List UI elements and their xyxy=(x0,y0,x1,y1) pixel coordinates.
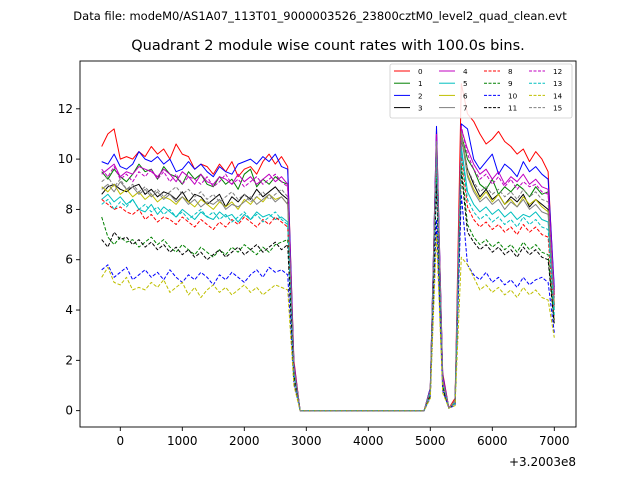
x-tick-label: 0 xyxy=(116,434,124,448)
y-tick-label: 12 xyxy=(58,102,73,116)
x-tick-label: 4000 xyxy=(353,434,384,448)
series-line-10 xyxy=(102,194,555,410)
series-group xyxy=(102,84,555,411)
plot-area: 0 1000 2000 3000 4000 5000 6000 700002468101201… xyxy=(58,61,576,448)
x-tick-label: 1000 xyxy=(167,434,198,448)
legend-label-15: 15 xyxy=(553,104,562,113)
legend-label-6: 6 xyxy=(463,91,468,100)
series-line-7 xyxy=(102,137,555,411)
x-tick-label: 7000 xyxy=(539,434,570,448)
series-line-3 xyxy=(102,139,555,411)
legend-label-4: 4 xyxy=(463,67,468,76)
y-tick-label: 4 xyxy=(65,303,73,317)
legend-label-2: 2 xyxy=(418,91,423,100)
y-tick-label: 8 xyxy=(65,202,73,216)
y-tick-label: 10 xyxy=(58,152,73,166)
x-axis-offset-label: +3.2003e8 xyxy=(509,455,576,469)
x-tick-label: 6000 xyxy=(477,434,508,448)
y-tick-label: 0 xyxy=(65,404,73,418)
figure-suptitle: Data file: modeM0/AS1A07_113T01_90000035… xyxy=(73,9,567,23)
legend-label-11: 11 xyxy=(508,104,517,113)
legend-label-9: 9 xyxy=(508,79,513,88)
series-line-5 xyxy=(102,147,555,411)
legend-label-10: 10 xyxy=(508,91,518,100)
series-line-1 xyxy=(102,134,555,411)
y-tick-label: 2 xyxy=(65,353,73,367)
x-tick-label: 2000 xyxy=(229,434,260,448)
legend-label-14: 14 xyxy=(553,91,563,100)
series-line-6 xyxy=(102,134,555,411)
legend-label-1: 1 xyxy=(418,79,423,88)
x-tick-label: 5000 xyxy=(415,434,446,448)
figure: Data file: modeM0/AS1A07_113T01_90000035… xyxy=(0,0,640,480)
legend-label-3: 3 xyxy=(418,104,423,113)
legend-label-8: 8 xyxy=(508,67,513,76)
series-line-14 xyxy=(102,235,555,411)
series-line-9 xyxy=(102,164,555,411)
legend-label-0: 0 xyxy=(418,67,423,76)
x-tick-label: 3000 xyxy=(291,434,322,448)
chart-title: Quadrant 2 module wise count rates with … xyxy=(131,38,525,54)
series-line-2 xyxy=(102,124,555,411)
legend-label-13: 13 xyxy=(553,79,562,88)
y-tick-label: 6 xyxy=(65,253,73,267)
legend-label-12: 12 xyxy=(553,67,562,76)
legend-label-7: 7 xyxy=(463,104,468,113)
legend-label-5: 5 xyxy=(463,79,468,88)
